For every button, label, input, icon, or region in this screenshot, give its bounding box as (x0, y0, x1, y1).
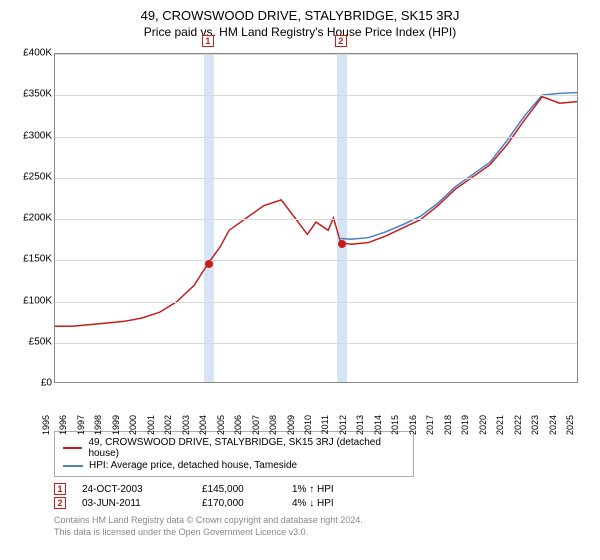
x-axis-label: 2000 (128, 415, 138, 435)
x-axis-label: 2022 (513, 415, 523, 435)
legend-label: HPI: Average price, detached house, Tame… (89, 460, 297, 471)
legend-item: 49, CROWSWOOD DRIVE, STALYBRIDGE, SK15 3… (63, 437, 405, 459)
chart-container: 49, CROWSWOOD DRIVE, STALYBRIDGE, SK15 3… (0, 0, 600, 560)
plot-region (54, 53, 578, 383)
gridline-h (55, 219, 577, 220)
chart-title: 49, CROWSWOOD DRIVE, STALYBRIDGE, SK15 3… (12, 8, 588, 23)
sale-row: 2 03-JUN-2011£170,0004% ↓ HPI (54, 497, 588, 509)
x-axis-label: 1999 (111, 415, 121, 435)
legend-swatch (63, 447, 82, 449)
chart-subtitle: Price paid vs. HM Land Registry's House … (12, 25, 588, 39)
x-axis-label: 2013 (355, 415, 365, 435)
y-axis-label: £0 (12, 378, 52, 389)
x-axis-label: 2006 (233, 415, 243, 435)
sale-row: 1 24-OCT-2003£145,0001% ↑ HPI (54, 483, 588, 495)
legend-box: 49, CROWSWOOD DRIVE, STALYBRIDGE, SK15 3… (54, 431, 414, 477)
sale-band (204, 54, 214, 382)
gridline-h (55, 54, 577, 55)
x-axis-label: 1998 (93, 415, 103, 435)
x-axis-label: 2014 (373, 415, 383, 435)
x-axis-label: 2016 (408, 415, 418, 435)
footnote: Contains HM Land Registry data © Crown c… (54, 515, 588, 538)
y-axis-label: £350K (12, 89, 52, 100)
legend-item: HPI: Average price, detached house, Tame… (63, 460, 405, 471)
x-axis-label: 2015 (390, 415, 400, 435)
sale-row-marker: 2 (54, 497, 66, 509)
y-axis-label: £300K (12, 130, 52, 141)
x-axis-label: 2009 (286, 415, 296, 435)
sale-marker: 2 (335, 35, 347, 47)
x-axis-label: 2023 (530, 415, 540, 435)
footnote-line-1: Contains HM Land Registry data © Crown c… (54, 515, 588, 527)
x-axis-label: 2007 (251, 415, 261, 435)
gridline-h (55, 95, 577, 96)
legend-swatch (63, 465, 83, 467)
x-axis-label: 2011 (320, 415, 330, 434)
y-axis-label: £100K (12, 295, 52, 306)
gridline-h (55, 343, 577, 344)
footnote-line-2: This data is licensed under the Open Gov… (54, 527, 588, 539)
sale-date: 03-JUN-2011 (82, 498, 202, 509)
x-axis-label: 2021 (495, 415, 505, 435)
x-axis-label: 1997 (76, 415, 86, 435)
x-axis-label: 2024 (548, 415, 558, 435)
hpi-line (341, 93, 577, 240)
y-axis-label: £150K (12, 254, 52, 265)
y-axis-label: £50K (12, 336, 52, 347)
gridline-h (55, 260, 577, 261)
sale-row-marker: 1 (54, 483, 66, 495)
x-axis-label: 2025 (565, 415, 575, 435)
chart-area: 1995199619971998199920002001200220032004… (12, 53, 588, 403)
x-axis-label: 2010 (303, 415, 313, 435)
sale-date: 24-OCT-2003 (82, 484, 202, 495)
legend-label: 49, CROWSWOOD DRIVE, STALYBRIDGE, SK15 3… (88, 437, 405, 459)
x-axis-label: 2002 (163, 415, 173, 435)
x-axis-label: 1996 (58, 415, 68, 435)
sale-band (337, 54, 347, 382)
x-axis-label: 2001 (146, 415, 156, 435)
x-axis-label: 2019 (460, 415, 470, 435)
sale-diff: 4% ↓ HPI (292, 498, 382, 509)
property-line (55, 97, 577, 327)
x-axis-label: 2018 (443, 415, 453, 435)
x-axis-label: 2008 (268, 415, 278, 435)
line-svg (55, 54, 577, 382)
sale-point (205, 260, 213, 268)
x-axis-label: 2004 (198, 415, 208, 435)
sale-price: £170,000 (202, 498, 292, 509)
x-axis-label: 2012 (338, 415, 348, 435)
y-axis-label: £250K (12, 171, 52, 182)
y-axis-label: £200K (12, 213, 52, 224)
x-axis-label: 2003 (181, 415, 191, 435)
x-axis-labels: 1995199619971998199920002001200220032004… (54, 385, 578, 425)
sale-diff: 1% ↑ HPI (292, 484, 382, 495)
sale-price: £145,000 (202, 484, 292, 495)
x-axis-label: 2005 (216, 415, 226, 435)
gridline-h (55, 137, 577, 138)
sale-point (338, 240, 346, 248)
sales-table: 1 24-OCT-2003£145,0001% ↑ HPI 2 03-JUN-2011… (54, 483, 588, 509)
sale-marker: 1 (202, 35, 214, 47)
gridline-h (55, 302, 577, 303)
x-axis-label: 1995 (41, 415, 51, 435)
y-axis-label: £400K (12, 48, 52, 59)
gridline-h (55, 178, 577, 179)
x-axis-label: 2017 (425, 415, 435, 435)
x-axis-label: 2020 (478, 415, 488, 435)
